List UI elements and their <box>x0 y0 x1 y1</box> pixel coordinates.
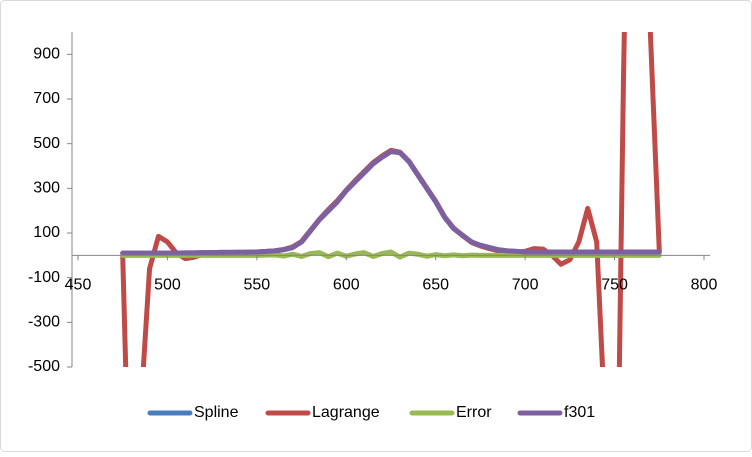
x-tick-label: 500 <box>154 277 181 294</box>
y-tick-label: -300 <box>28 314 60 331</box>
y-tick-label: 500 <box>33 135 60 152</box>
x-tick-label: 700 <box>512 277 539 294</box>
legend-label: Spline <box>194 404 239 421</box>
x-tick-label: 750 <box>601 277 628 294</box>
y-tick-label: -500 <box>28 358 60 375</box>
y-tick-label: 900 <box>33 46 60 63</box>
x-tick-label: 450 <box>65 277 92 294</box>
x-tick-label: 550 <box>244 277 271 294</box>
series-line <box>120 148 662 256</box>
legend-label: f301 <box>564 404 595 421</box>
y-tick-label: 100 <box>33 224 60 241</box>
x-tick-label: 650 <box>422 277 449 294</box>
y-tick-label: 700 <box>33 90 60 107</box>
legend-label: Error <box>456 404 492 421</box>
y-tick-label: -100 <box>28 269 60 286</box>
y-tick-label: 300 <box>33 180 60 197</box>
legend-label: Lagrange <box>312 404 380 421</box>
x-tick-label: 800 <box>691 277 718 294</box>
x-tick-label: 600 <box>333 277 360 294</box>
